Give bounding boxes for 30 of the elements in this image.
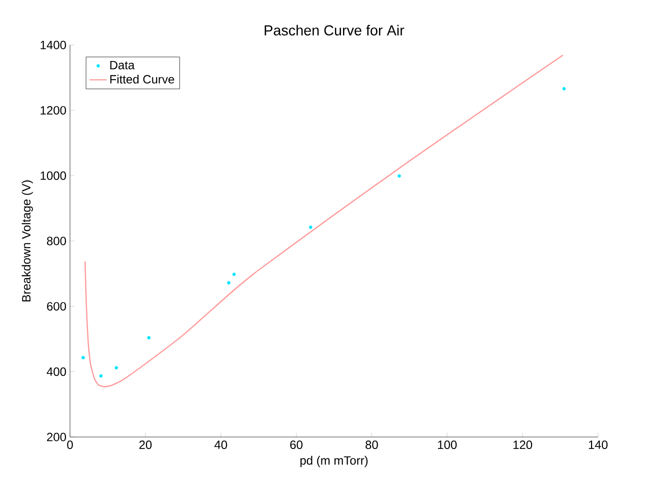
y-tick-label: 1000 — [40, 171, 66, 180]
y-tick-label: 600 — [47, 302, 66, 311]
y-axis-title: Breakdown Voltage (V) — [22, 180, 33, 302]
legend-label: Data — [110, 60, 135, 70]
x-tick-label: 0 — [67, 440, 73, 450]
y-tick-label: 800 — [46, 236, 66, 246]
y-tick-label: 1400 — [40, 40, 66, 50]
point — [308, 226, 312, 229]
point — [232, 272, 236, 276]
legend-label: Fitted Curve — [110, 74, 174, 84]
x-tick-label: 120 — [513, 440, 532, 450]
chart-title: Paschen Curve for Air — [264, 24, 404, 36]
y-tick-label: 1200 — [40, 106, 66, 115]
point — [398, 174, 401, 178]
x-axis-title: pd (m mTorr) — [300, 456, 368, 468]
x-tick-label: 80 — [366, 440, 378, 450]
line-series — [84, 54, 564, 388]
point — [99, 374, 103, 378]
point — [147, 336, 151, 340]
x-tick-label: 100 — [438, 440, 457, 450]
x-tick-label: 40 — [214, 440, 228, 450]
point — [227, 281, 230, 285]
x-tick-label: 20 — [139, 440, 152, 450]
x-tick-label: 60 — [290, 440, 302, 450]
x-tick-label: 140 — [588, 440, 608, 450]
y-tick-label: 200 — [47, 432, 66, 442]
y-tick-label: 400 — [46, 367, 66, 376]
point — [562, 87, 566, 90]
point — [114, 366, 118, 370]
point — [82, 356, 85, 360]
